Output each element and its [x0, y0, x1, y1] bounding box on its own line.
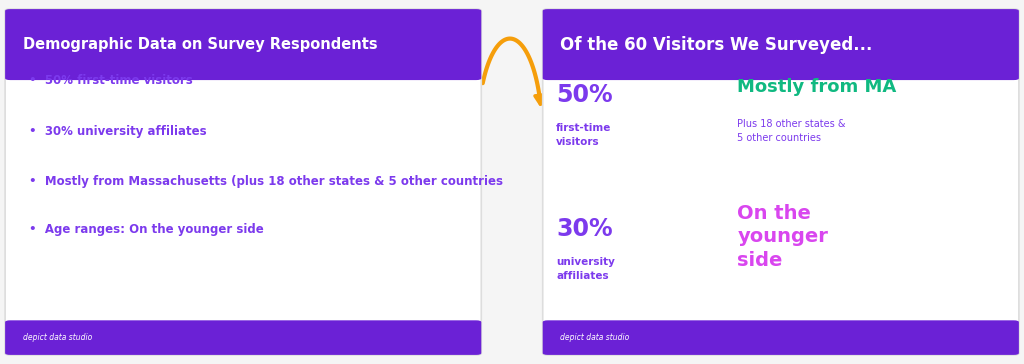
Bar — [836, 264, 855, 322]
Text: Demographic Data on Survey Respondents: Demographic Data on Survey Respondents — [23, 37, 377, 52]
Text: 39%: 39% — [803, 216, 823, 225]
Text: Of the 60 Visitors We Surveyed...: Of the 60 Visitors We Surveyed... — [560, 36, 872, 54]
Text: 50%: 50% — [556, 83, 612, 107]
Text: 40-49: 40-49 — [866, 331, 889, 340]
Text: 18-29: 18-29 — [802, 331, 824, 340]
Text: •  50% first-time visitors: • 50% first-time visitors — [29, 74, 193, 87]
Bar — [965, 310, 984, 322]
Text: 19%: 19% — [867, 264, 888, 273]
Text: 30%: 30% — [556, 217, 612, 241]
Bar — [803, 228, 822, 322]
Polygon shape — [889, 86, 989, 151]
Text: 60-69: 60-69 — [931, 331, 953, 340]
Text: On the
younger
side: On the younger side — [737, 203, 828, 270]
Text: •  Mostly from Massachusetts (plus 18 other states & 5 other countries: • Mostly from Massachusetts (plus 18 oth… — [29, 175, 503, 189]
Wedge shape — [616, 214, 703, 303]
Wedge shape — [660, 75, 706, 165]
Bar — [932, 293, 951, 322]
Text: first-time
visitors: first-time visitors — [556, 123, 611, 147]
Bar — [900, 317, 920, 322]
Text: •  Age ranges: On the younger side: • Age ranges: On the younger side — [29, 223, 263, 236]
Text: depict data studio: depict data studio — [560, 333, 630, 342]
Text: 50-59: 50-59 — [898, 331, 921, 340]
Text: depict data studio: depict data studio — [23, 333, 92, 342]
Text: 12%: 12% — [932, 281, 952, 290]
Text: Mostly from MA: Mostly from MA — [737, 78, 897, 96]
Text: 70-79: 70-79 — [963, 331, 985, 340]
Bar — [867, 276, 887, 322]
Wedge shape — [616, 75, 662, 165]
Text: university
affiliates: university affiliates — [556, 257, 614, 281]
Wedge shape — [660, 214, 706, 272]
Text: 24%: 24% — [835, 252, 855, 261]
Text: 5%: 5% — [967, 298, 981, 307]
Text: 30-39: 30-39 — [834, 331, 856, 340]
Text: Plus 18 other states &
5 other countries: Plus 18 other states & 5 other countries — [737, 119, 846, 143]
Text: •  30% university affiliates: • 30% university affiliates — [29, 124, 206, 138]
Text: 2%: 2% — [902, 305, 916, 314]
